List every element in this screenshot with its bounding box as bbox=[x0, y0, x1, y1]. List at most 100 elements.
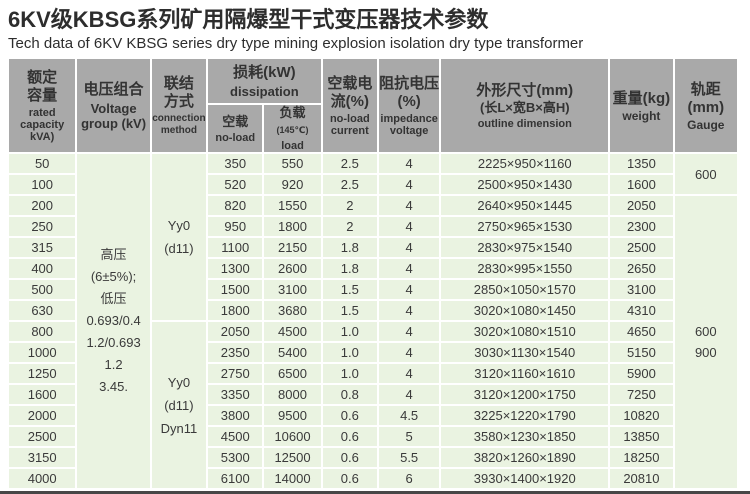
capacity-cell: 400 bbox=[9, 259, 76, 278]
header-connection-method: 联结 方式 connection method bbox=[151, 59, 207, 152]
impedance-voltage-cell: 4 bbox=[378, 364, 440, 383]
no-load-current-cell: 0.8 bbox=[322, 385, 377, 404]
table-row: 4000 6100 14000 0.6 6 3930×1400×1920 20810 bbox=[9, 469, 737, 488]
capacity-cell: 50 bbox=[9, 154, 76, 173]
no-load-current-cell: 1.5 bbox=[322, 280, 377, 299]
no-load-loss-cell: 1800 bbox=[208, 301, 263, 320]
spec-table-head: 额定 容量 rated capacity kVA) 电压组合 Voltage g… bbox=[9, 59, 737, 152]
outline-dimension-cell: 3580×1230×1850 bbox=[441, 427, 609, 446]
outline-dimension-cell: 2830×995×1550 bbox=[441, 259, 609, 278]
impedance-voltage-cell: 4 bbox=[378, 238, 440, 257]
spec-table: 额定 容量 rated capacity kVA) 电压组合 Voltage g… bbox=[7, 57, 739, 490]
impedance-voltage-cell: 4 bbox=[378, 301, 440, 320]
table-row: 1250 2750 6500 1.0 4 3120×1160×1610 5900 bbox=[9, 364, 737, 383]
no-load-current-cell: 0.6 bbox=[322, 427, 377, 446]
outline-dimension-cell: 2225×950×1160 bbox=[441, 154, 609, 173]
capacity-cell: 1600 bbox=[9, 385, 76, 404]
weight-cell: 13850 bbox=[610, 427, 673, 446]
no-load-current-cell: 1.0 bbox=[322, 322, 377, 341]
no-load-loss-cell: 520 bbox=[208, 175, 263, 194]
table-row: 500 1500 3100 1.5 4 2850×1050×1570 3100 bbox=[9, 280, 737, 299]
table-row: 315 1100 2150 1.8 4 2830×975×1540 2500 bbox=[9, 238, 737, 257]
no-load-current-cell: 2 bbox=[322, 196, 377, 215]
capacity-cell: 2000 bbox=[9, 406, 76, 425]
no-load-loss-cell: 1500 bbox=[208, 280, 263, 299]
weight-cell: 2500 bbox=[610, 238, 673, 257]
load-loss-cell: 5400 bbox=[264, 343, 321, 362]
header-dissipation: 损耗(kW) dissipation bbox=[208, 59, 321, 103]
load-loss-cell: 8000 bbox=[264, 385, 321, 404]
outline-dimension-cell: 3020×1080×1450 bbox=[441, 301, 609, 320]
impedance-voltage-cell: 4 bbox=[378, 343, 440, 362]
capacity-cell: 1000 bbox=[9, 343, 76, 362]
table-row: 200 820 1550 2 4 2640×950×1445 2050 600 900 bbox=[9, 196, 737, 488]
table-row: 100 520 920 2.5 4 2500×950×1430 1600 bbox=[9, 175, 737, 194]
weight-cell: 1600 bbox=[610, 175, 673, 194]
load-loss-cell: 2150 bbox=[264, 238, 321, 257]
load-loss-cell: 550 bbox=[264, 154, 321, 173]
capacity-cell: 100 bbox=[9, 175, 76, 194]
outline-dimension-cell: 3930×1400×1920 bbox=[441, 469, 609, 488]
weight-cell: 4650 bbox=[610, 322, 673, 341]
no-load-current-cell: 1.5 bbox=[322, 301, 377, 320]
page-subtitle: Tech data of 6KV KBSG series dry type mi… bbox=[8, 35, 584, 52]
no-load-loss-cell: 3350 bbox=[208, 385, 263, 404]
no-load-current-cell: 1.0 bbox=[322, 343, 377, 362]
table-row: 3150 5300 12500 0.6 5.5 3820×1260×1890 18250 bbox=[9, 448, 737, 467]
connection-method-cell: Yy0 (d11) Dyn11 bbox=[151, 322, 207, 488]
load-loss-cell: 6500 bbox=[264, 364, 321, 383]
connection-method-cell: Yy0 (d11) bbox=[151, 154, 207, 320]
table-row: 50 高压 (6±5%); 低压 0.693/0.4 1.2/0.693 1.2 3.45. Y… bbox=[9, 154, 737, 488]
weight-cell: 7250 bbox=[610, 385, 673, 404]
no-load-loss-cell: 1100 bbox=[208, 238, 263, 257]
weight-cell: 1350 bbox=[610, 154, 673, 173]
gauge-cell: 600 900 bbox=[674, 196, 737, 488]
no-load-current-cell: 1.0 bbox=[322, 364, 377, 383]
capacity-cell: 250 bbox=[9, 217, 76, 236]
capacity-cell: 800 bbox=[9, 322, 76, 341]
gauge-cell: 600 bbox=[674, 154, 737, 194]
load-loss-cell: 9500 bbox=[264, 406, 321, 425]
no-load-loss-cell: 3800 bbox=[208, 406, 263, 425]
capacity-cell: 4000 bbox=[9, 469, 76, 488]
table-row: 250 950 1800 2 4 2750×965×1530 2300 bbox=[9, 217, 737, 236]
weight-cell: 2650 bbox=[610, 259, 673, 278]
weight-cell: 2050 bbox=[610, 196, 673, 215]
no-load-current-cell: 2.5 bbox=[322, 154, 377, 173]
header-impedance-voltage: 阻抗电压(%) impedance voltage bbox=[378, 59, 440, 152]
header-gauge: 轨距(mm) Gauge bbox=[674, 59, 737, 152]
no-load-loss-cell: 6100 bbox=[208, 469, 263, 488]
no-load-loss-cell: 950 bbox=[208, 217, 263, 236]
outline-dimension-cell: 3120×1200×1750 bbox=[441, 385, 609, 404]
no-load-current-cell: 2 bbox=[322, 217, 377, 236]
load-loss-cell: 2600 bbox=[264, 259, 321, 278]
impedance-voltage-cell: 4 bbox=[378, 259, 440, 278]
load-loss-cell: 12500 bbox=[264, 448, 321, 467]
no-load-loss-cell: 4500 bbox=[208, 427, 263, 446]
header-no-load-current: 空载电流(%) no-load current bbox=[322, 59, 377, 152]
weight-cell: 10820 bbox=[610, 406, 673, 425]
header-voltage-group: 电压组合 Voltage group (kV) bbox=[77, 59, 150, 152]
capacity-cell: 2500 bbox=[9, 427, 76, 446]
header-outline-dimension: 外形尺寸(mm) (长L×宽B×高H) outline dimension bbox=[441, 59, 609, 152]
no-load-loss-cell: 2050 bbox=[208, 322, 263, 341]
weight-cell: 18250 bbox=[610, 448, 673, 467]
outline-dimension-cell: 3225×1220×1790 bbox=[441, 406, 609, 425]
page-title: 6KV级KBSG系列矿用隔爆型干式变压器技术参数 bbox=[8, 7, 489, 32]
no-load-loss-cell: 350 bbox=[208, 154, 263, 173]
impedance-voltage-cell: 4 bbox=[378, 385, 440, 404]
table-row: 1600 3350 8000 0.8 4 3120×1200×1750 7250 bbox=[9, 385, 737, 404]
impedance-voltage-cell: 4 bbox=[378, 154, 440, 173]
header-row-1: 额定 容量 rated capacity kVA) 电压组合 Voltage g… bbox=[9, 59, 737, 152]
no-load-loss-cell: 820 bbox=[208, 196, 263, 215]
weight-cell: 5900 bbox=[610, 364, 673, 383]
weight-cell: 2300 bbox=[610, 217, 673, 236]
load-loss-cell: 1800 bbox=[264, 217, 321, 236]
impedance-voltage-cell: 4 bbox=[378, 196, 440, 215]
impedance-voltage-cell: 5.5 bbox=[378, 448, 440, 467]
outline-dimension-cell: 3120×1160×1610 bbox=[441, 364, 609, 383]
impedance-voltage-cell: 4.5 bbox=[378, 406, 440, 425]
impedance-voltage-cell: 4 bbox=[378, 175, 440, 194]
outline-dimension-cell: 3020×1080×1510 bbox=[441, 322, 609, 341]
outline-dimension-cell: 3820×1260×1890 bbox=[441, 448, 609, 467]
